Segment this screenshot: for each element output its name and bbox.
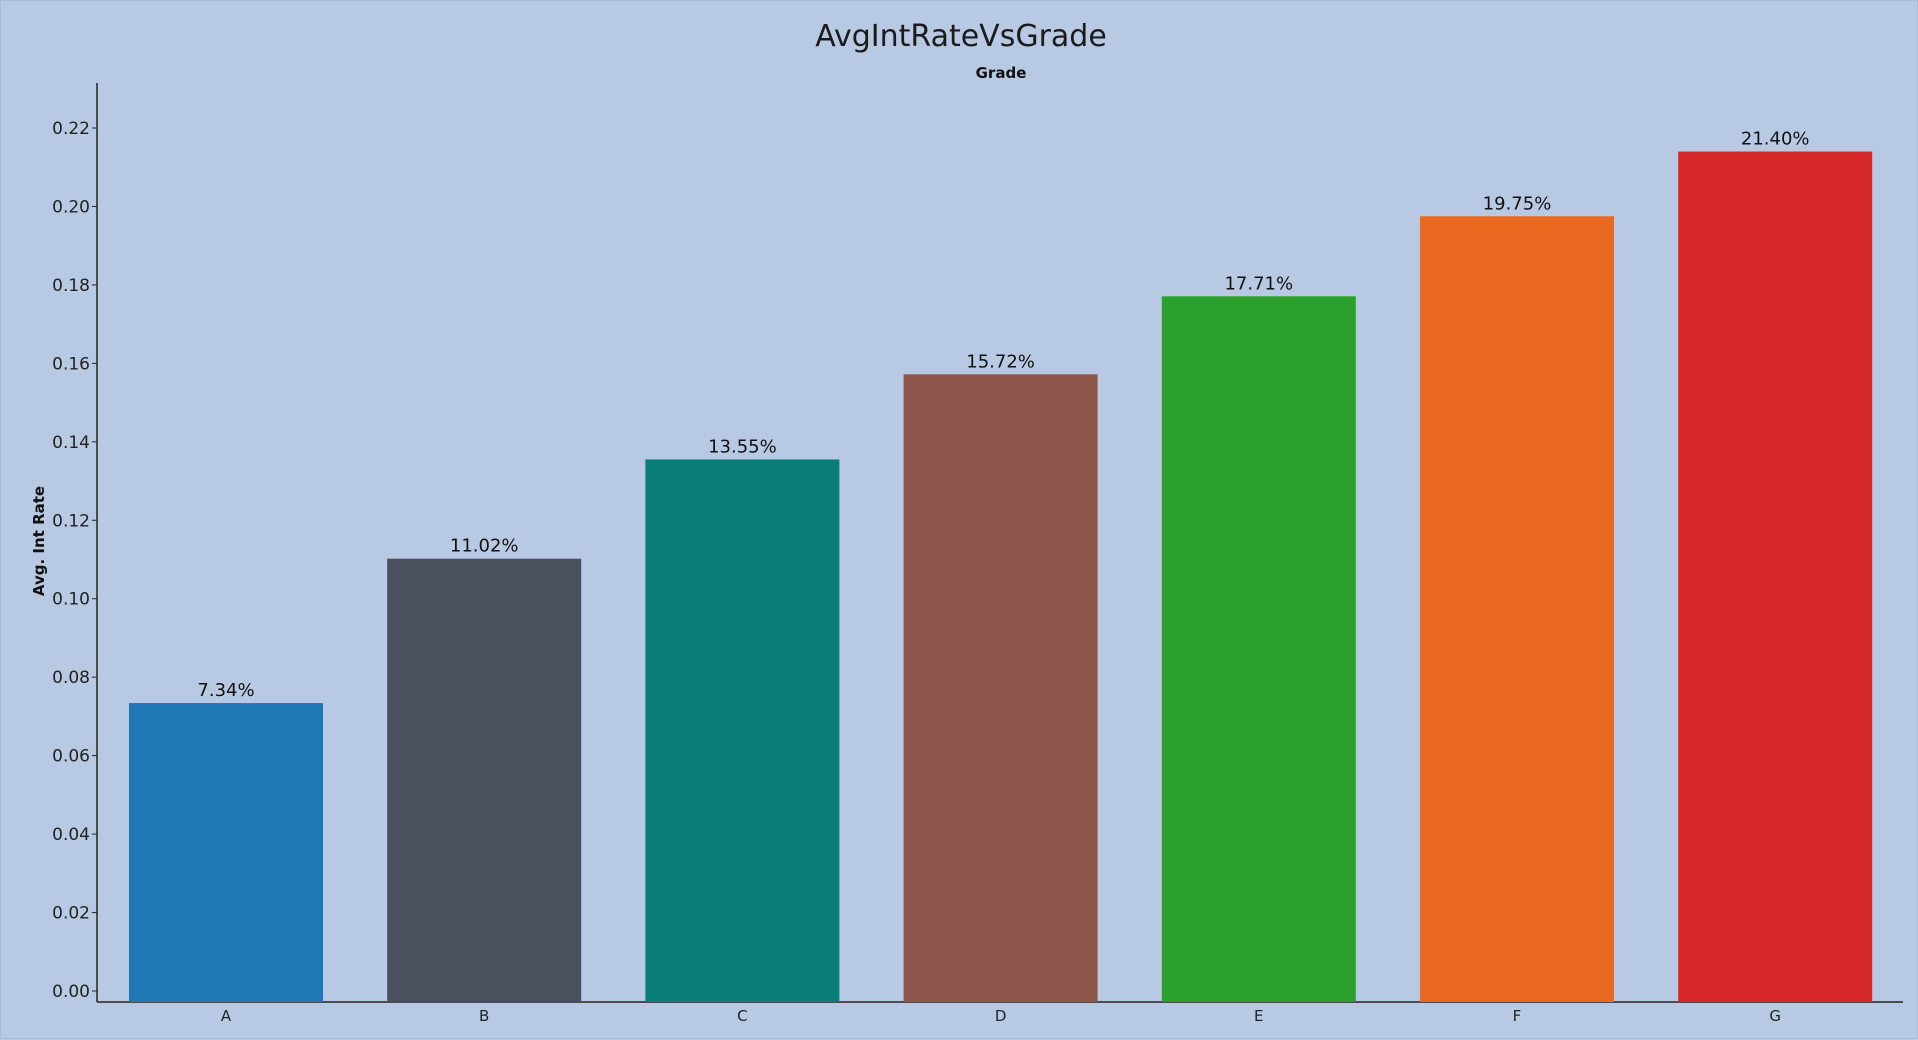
category-label-f: F <box>1513 1007 1522 1025</box>
data-label-d: 15.72% <box>966 351 1035 372</box>
y-tick-label: 0.10 <box>52 590 90 610</box>
category-label-d: D <box>995 1007 1007 1025</box>
bar-d[interactable] <box>903 374 1098 1002</box>
bar-group <box>129 151 1873 1003</box>
category-label-c: C <box>737 1007 747 1025</box>
category-label-a: A <box>221 1007 232 1025</box>
y-tick-label: 0.06 <box>52 747 90 767</box>
category-label-group: A B C D E F G <box>221 1007 1781 1025</box>
y-tick-label: 0.20 <box>52 197 90 217</box>
category-label-b: B <box>479 1007 489 1025</box>
y-axis-title: Avg. Int Rate <box>30 486 48 596</box>
data-label-c: 13.55% <box>708 436 777 457</box>
bar-c[interactable] <box>645 459 840 1002</box>
chart-title: AvgIntRateVsGrade <box>815 19 1107 54</box>
x-axis-title: Grade <box>976 64 1027 82</box>
y-tick-label: 0.18 <box>52 276 90 296</box>
bar-e[interactable] <box>1161 296 1356 1002</box>
y-tick-label: 0.12 <box>52 511 90 531</box>
bar-f[interactable] <box>1420 216 1614 1003</box>
data-label-a: 7.34% <box>197 680 254 701</box>
y-tick-label: 0.02 <box>52 904 90 924</box>
y-tick-label: 0.22 <box>52 119 90 139</box>
data-label-f: 19.75% <box>1483 193 1552 214</box>
data-label-g: 21.40% <box>1741 129 1810 150</box>
bar-g[interactable] <box>1678 151 1873 1002</box>
y-tick-label: 0.04 <box>52 825 90 845</box>
y-tick-label: 0.08 <box>52 668 90 688</box>
data-label-e: 17.71% <box>1224 273 1293 294</box>
y-tick-label: 0.00 <box>52 982 90 1002</box>
data-label-b: 11.02% <box>450 536 519 557</box>
category-label-e: E <box>1254 1007 1263 1025</box>
category-label-g: G <box>1769 1007 1781 1025</box>
y-tick-label: 0.14 <box>52 433 90 453</box>
data-label-group: 7.34% 11.02% 13.55% 15.72% 17.71% 19.75% 21.40… <box>197 129 1809 702</box>
bar-a[interactable] <box>129 703 323 1002</box>
y-tick-label: 0.16 <box>52 354 90 374</box>
bar-b[interactable] <box>387 558 582 1002</box>
y-tick-group: 0.00 0.02 0.04 0.06 0.08 0.10 0.12 0.14 0.16 0.18… <box>52 119 97 1002</box>
